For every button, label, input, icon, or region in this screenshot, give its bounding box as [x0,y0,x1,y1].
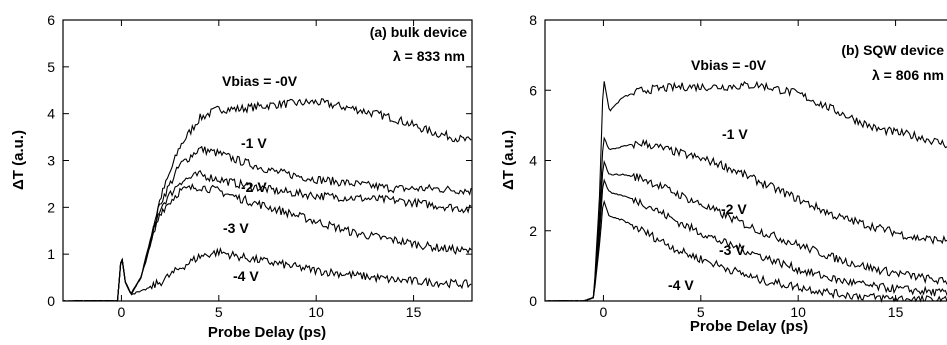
panel-b-label-3V: -3 V [719,242,745,258]
panel-a-label-1V: -1 V [241,135,267,151]
trace-b-1 [544,136,947,302]
trace-b-3 [545,178,947,302]
panel-b-label-0V: Vbias = -0V [691,57,767,73]
y-tick-label: 0 [529,293,537,309]
y-tick-label: 2 [529,223,537,239]
panel-b-label-2V: -2 V [721,201,747,217]
x-tick-label: 15 [888,304,904,320]
panel-a-label-3V: -3 V [223,220,249,236]
y-tick-label: 2 [47,199,55,215]
x-tick-label: 0 [600,304,608,320]
panel-a-x-ticks: 0 5 10 15 [118,20,422,320]
panel-b-x-ticks: 0 5 10 15 [600,20,904,320]
x-tick-label: 10 [790,304,806,320]
panel-b-wavelength: λ = 806 nm [872,67,944,83]
panel-a: 0 5 10 15 0 1 2 3 4 5 6 Probe Delay (ps) ΔT (a.u.… [10,12,473,341]
panel-a-label-0V: Vbias = -0V [222,73,298,89]
x-tick-label: 0 [118,304,126,320]
trace-b-0 [545,80,947,302]
y-tick-label: 4 [47,106,55,122]
y-tick-label: 5 [47,59,55,75]
trace-b-4 [545,199,947,303]
panel-a-y-label: ΔT (a.u.) [10,130,27,190]
panel-a-x-label: Probe Delay (ps) [208,324,326,341]
trace-b-2 [544,159,947,302]
trace-a-4 [63,246,472,302]
y-tick-label: 3 [47,153,55,169]
panel-b-label-1V: -1 V [722,126,748,142]
panel-a-title: (a) bulk device [370,24,467,40]
panel-a-label-4V: -4 V [233,268,259,284]
y-tick-label: 6 [529,82,537,98]
panel-b-label-4V: -4 V [668,277,694,293]
y-tick-label: 8 [529,12,537,28]
panel-b-title: (b) SQW device [841,42,944,58]
panel-a-traces [62,97,472,302]
y-tick-label: 1 [47,246,55,262]
y-tick-label: 6 [47,12,55,28]
panel-b-x-label: Probe Delay (ps) [690,318,808,335]
y-tick-label: 0 [47,293,55,309]
trace-a-2 [63,169,472,302]
panel-b-traces [544,80,947,303]
panel-a-label-2V: -2 V [241,179,267,195]
x-tick-label: 15 [406,304,422,320]
x-tick-label: 10 [308,304,324,320]
panel-b-y-label: ΔT (a.u.) [500,130,517,190]
x-tick-label: 5 [697,304,705,320]
x-tick-label: 5 [215,304,223,320]
panel-a-wavelength: λ = 833 nm [393,48,465,64]
y-tick-label: 4 [529,153,537,169]
